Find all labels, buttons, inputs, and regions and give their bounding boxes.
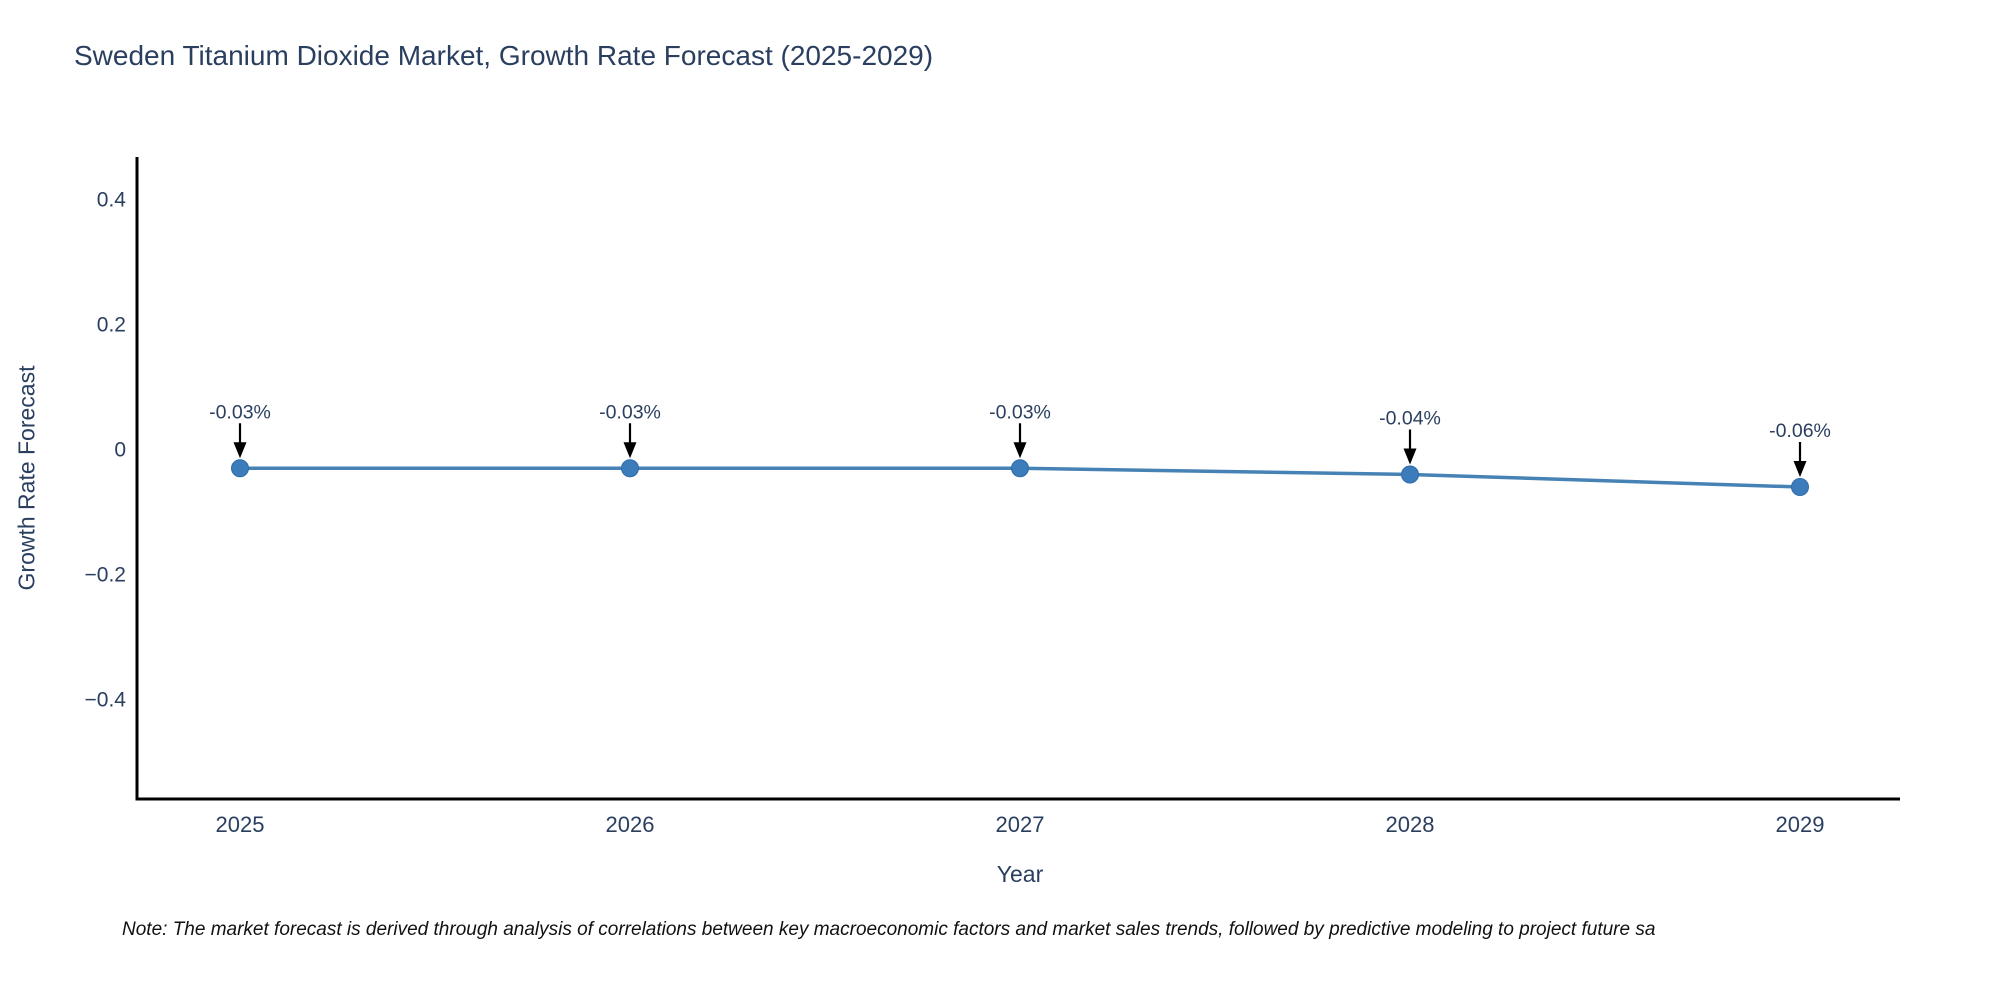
y-tick-label: −0.4	[85, 689, 127, 712]
x-tick-label: 2025	[216, 812, 265, 837]
annotation-arrowhead	[233, 442, 247, 459]
y-tick-label: 0.4	[97, 189, 127, 212]
y-tick-label: 0.2	[97, 314, 126, 337]
annotation-arrowhead	[623, 442, 637, 459]
annotation-label: -0.03%	[209, 401, 271, 423]
y-tick-label: 0	[114, 439, 126, 462]
x-axis-title: Year	[996, 861, 1044, 887]
annotation-arrowhead	[1013, 442, 1027, 459]
data-point-marker	[1791, 478, 1809, 496]
annotation-label: -0.03%	[599, 401, 661, 423]
annotation-label: -0.06%	[1769, 420, 1831, 442]
annotation-arrowhead	[1793, 461, 1807, 477]
data-point-marker	[1401, 465, 1419, 484]
x-tick-label: 2029	[1776, 812, 1825, 837]
x-tick-label: 2026	[606, 812, 655, 837]
x-tick-label: 2027	[996, 812, 1045, 837]
footnote-text: Note: The market forecast is derived thr…	[122, 919, 1656, 940]
chart-title: Sweden Titanium Dioxide Market, Growth R…	[74, 40, 934, 71]
y-tick-label: −0.2	[85, 564, 126, 587]
data-point-marker	[231, 459, 249, 478]
annotation-label: -0.04%	[1379, 408, 1441, 430]
annotation-label: -0.03%	[989, 401, 1051, 423]
x-tick-label: 2028	[1386, 812, 1435, 837]
annotation-arrowhead	[1403, 448, 1417, 465]
data-point-marker	[1011, 459, 1029, 478]
data-point-marker	[621, 459, 639, 478]
